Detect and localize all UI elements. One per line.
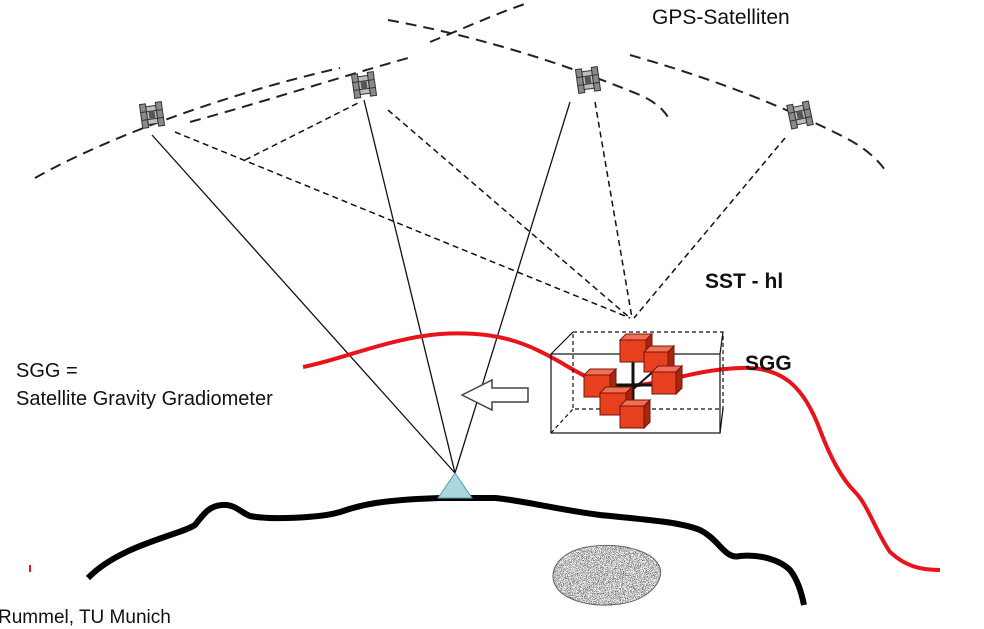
sst-label: SST - hl [705, 270, 784, 293]
orbit-line-5 [629, 54, 886, 171]
sst-link-1 [174, 131, 631, 319]
sst-link-5 [633, 137, 786, 319]
satellite-icon [574, 66, 602, 94]
ground-link-2 [363, 99, 456, 474]
density-anomaly-icon [552, 544, 662, 606]
credit-label: Rummel, TU Munich [0, 607, 171, 628]
ground-link-3 [454, 101, 571, 474]
sgg-definition-line2: Satellite Gravity Gradiometer [16, 388, 273, 410]
sst-link-2 [244, 101, 361, 161]
orbit-line-1 [34, 67, 341, 179]
arrow-left-icon [460, 378, 529, 412]
satellite-icon [350, 71, 378, 99]
satellite-to-gradiometer-lines [174, 101, 786, 319]
satellite-icon [786, 100, 814, 130]
satellite-to-ground-lines [151, 99, 571, 474]
gravity-field-curve [302, 331, 941, 572]
orbit-line-3 [387, 19, 671, 123]
terrain-outline [85, 495, 807, 606]
sst-link-3 [387, 109, 631, 319]
ground-station-icon [437, 472, 473, 499]
sgg-label: SGG [745, 352, 792, 375]
sst-link-4 [594, 101, 633, 319]
gradiometer-cube-icon [582, 332, 684, 430]
sgg-definition-line1: SGG = [16, 360, 78, 382]
orbit-line-4 [429, 3, 526, 43]
orbit-lines [34, 3, 886, 179]
ground-link-1 [151, 134, 456, 474]
satellite-icon [138, 101, 166, 129]
gps-satellites-label: GPS-Satelliten [652, 6, 790, 29]
orbit-line-2 [189, 57, 409, 123]
